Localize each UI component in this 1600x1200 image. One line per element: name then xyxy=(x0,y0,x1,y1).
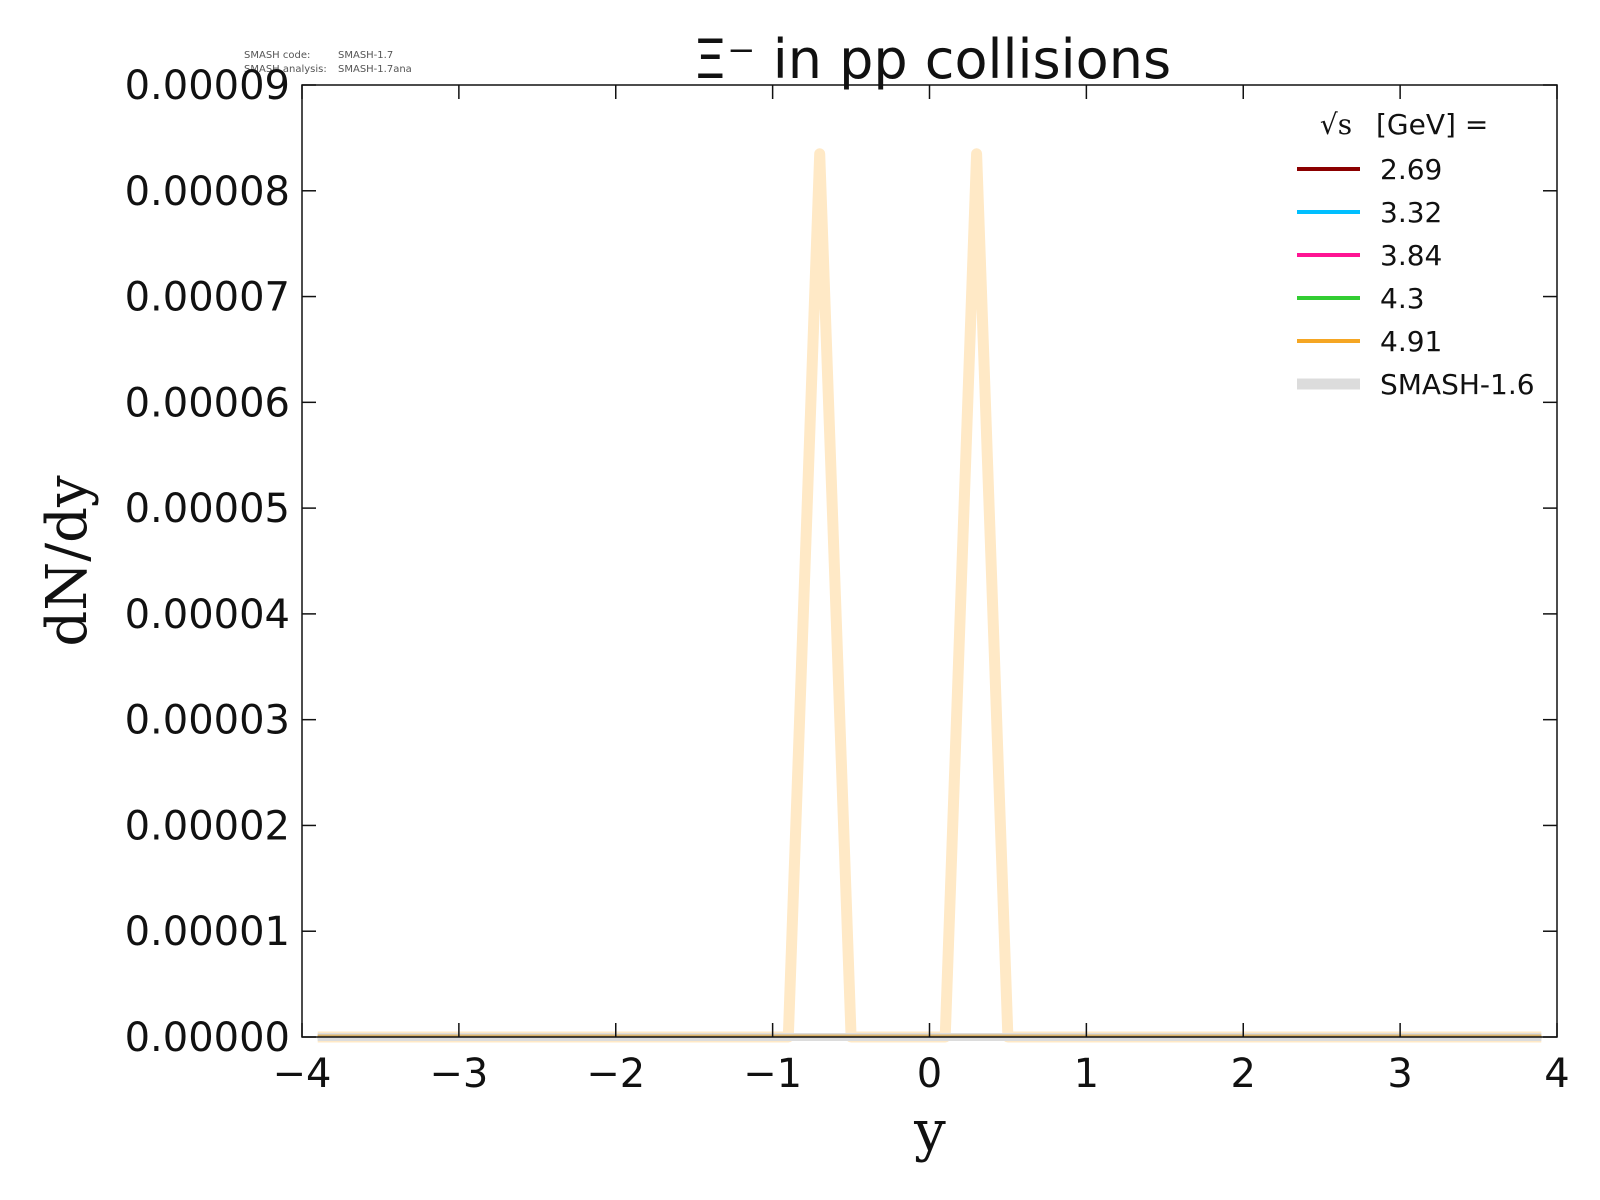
y-tick-label: 0.00006 xyxy=(125,380,290,426)
y-tick-label: 0.00001 xyxy=(125,909,290,955)
legend-entry-label: 4.91 xyxy=(1380,325,1442,358)
y-tick-label: 0.00003 xyxy=(125,698,290,744)
chart-title: Ξ⁻ in pp collisions xyxy=(693,28,1171,91)
y-tick-label: 0.00008 xyxy=(125,169,290,215)
legend-entry-label: 3.84 xyxy=(1380,239,1442,272)
x-tick-label: 1 xyxy=(1074,1051,1099,1097)
legend-entry-label: SMASH-1.6 xyxy=(1380,368,1535,401)
version-code-label: SMASH code: xyxy=(244,50,310,61)
tick-layer: −4 −3 −2 −1 0 1 2 3 4 0.00000 0.00001 0.00002 0.0000… xyxy=(125,63,1570,1097)
version-code-value: SMASH-1.7 xyxy=(338,50,393,61)
y-tick-label: 0.00004 xyxy=(125,592,290,638)
curve-layer xyxy=(317,148,1542,1043)
x-tick-label: 0 xyxy=(917,1051,942,1097)
x-axis-label: y xyxy=(913,1099,946,1164)
x-tick-label: −2 xyxy=(586,1051,645,1097)
y-tick-label: 0.00007 xyxy=(125,275,290,321)
version-analysis-label: SMASH analysis: xyxy=(244,64,327,75)
x-tick-label: −3 xyxy=(429,1051,488,1097)
reference-curve xyxy=(317,148,1542,1043)
legend-entry-label: 2.69 xyxy=(1380,153,1442,186)
plot-frame xyxy=(301,84,1558,1038)
y-tick-label: 0.00005 xyxy=(125,486,290,532)
legend-entry-label: 4.3 xyxy=(1380,282,1425,315)
y-axis-label: dN/dy xyxy=(35,475,100,647)
x-tick-label: −1 xyxy=(743,1051,802,1097)
legend: √s [GeV] = 2.69 3.32 3.84 4.3 4.91 SMASH-1.6 xyxy=(1297,108,1535,401)
x-tick-label: 2 xyxy=(1231,1051,1256,1097)
legend-title-unit: [GeV] = xyxy=(1376,108,1488,141)
x-tick-label: 3 xyxy=(1387,1051,1412,1097)
legend-entry-label: 3.32 xyxy=(1380,196,1442,229)
x-tick-label: −4 xyxy=(273,1051,332,1097)
y-tick-label: 0.00002 xyxy=(125,803,290,849)
version-analysis-value: SMASH-1.7ana xyxy=(338,64,412,75)
y-tick-label: 0.00000 xyxy=(125,1015,290,1061)
legend-title-symbol: √s xyxy=(1320,108,1352,141)
y-tick-label: 0.00009 xyxy=(125,63,290,109)
x-tick-label: 4 xyxy=(1544,1051,1569,1097)
